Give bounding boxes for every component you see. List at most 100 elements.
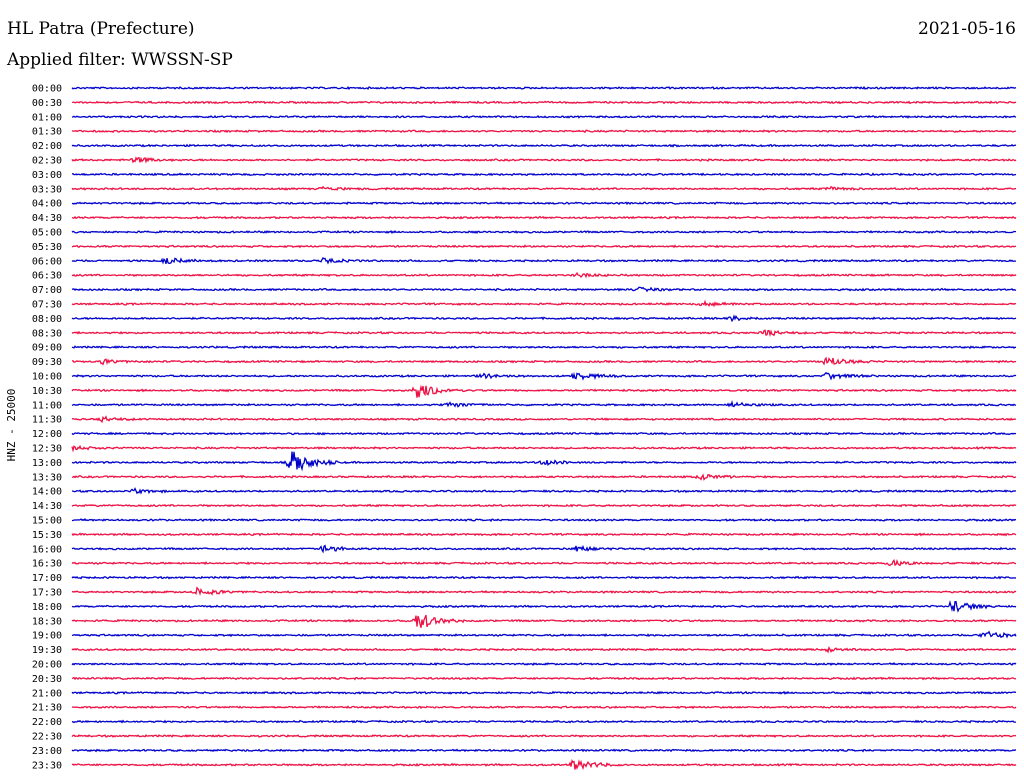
- seismic-trace: [71, 399, 1017, 408]
- seismic-trace: [71, 487, 1017, 495]
- seismic-trace: [71, 201, 1017, 206]
- row-time-label: 10:00: [32, 372, 62, 383]
- row-time-label: 09:00: [32, 343, 62, 354]
- row-time-label: 20:00: [32, 660, 62, 671]
- seismic-trace: [71, 444, 1017, 453]
- row-time-label: 13:30: [32, 472, 62, 483]
- row-time-label: 11:00: [32, 400, 62, 411]
- y-axis-label: HNZ - 25000: [5, 389, 18, 462]
- seismic-trace: [71, 256, 1017, 265]
- row-time-label: 21:00: [32, 688, 62, 699]
- row-time-label: 22:30: [32, 732, 62, 743]
- seismic-trace: [71, 345, 1017, 350]
- seismic-trace: [71, 299, 1017, 308]
- seismic-trace: [71, 662, 1017, 667]
- row-time-label: 10:30: [32, 386, 62, 397]
- row-time-label: 13:00: [32, 458, 62, 469]
- row-time-label: 23:00: [32, 746, 62, 757]
- row-time-label: 18:30: [32, 616, 62, 627]
- seismic-trace: [71, 415, 1017, 424]
- row-time-label: 17:00: [32, 573, 62, 584]
- seismic-trace: [71, 503, 1017, 508]
- seismic-trace: [71, 690, 1017, 695]
- row-time-label: 23:30: [32, 760, 62, 771]
- seismic-trace: [71, 473, 1017, 481]
- seismic-trace: [71, 371, 1017, 381]
- row-time-label: 05:30: [32, 242, 62, 253]
- seismic-trace: [71, 329, 1017, 338]
- row-time-label: 19:30: [32, 645, 62, 656]
- row-time-label: 16:00: [32, 544, 62, 555]
- seismic-trace: [71, 734, 1017, 738]
- row-time-label: 11:30: [32, 415, 62, 426]
- row-time-label: 00:30: [32, 98, 62, 109]
- seismic-trace: [71, 314, 1017, 323]
- seismic-trace: [71, 544, 1017, 554]
- row-time-label: 07:30: [32, 300, 62, 311]
- row-time-label: 02:00: [32, 141, 62, 152]
- seismic-trace: [71, 451, 1017, 472]
- row-time-label: 08:00: [32, 314, 62, 325]
- seismic-trace: [71, 518, 1017, 523]
- seismic-trace: [71, 271, 1017, 279]
- row-time-label: 14:30: [32, 501, 62, 512]
- row-time-label: 14:00: [32, 487, 62, 498]
- seismic-trace: [71, 244, 1017, 249]
- seismic-trace: [71, 143, 1017, 148]
- seismic-trace: [71, 614, 1017, 628]
- row-time-label: 15:00: [32, 516, 62, 527]
- row-time-label: 21:30: [32, 703, 62, 714]
- seismic-trace: [71, 286, 1017, 293]
- row-time-label: 01:00: [32, 112, 62, 123]
- seismic-trace: [71, 586, 1017, 597]
- seismic-trace: [71, 630, 1017, 639]
- row-time-label: 20:30: [32, 674, 62, 685]
- row-time-label: 03:30: [32, 184, 62, 195]
- seismic-trace: [71, 114, 1017, 119]
- row-time-label: 17:30: [32, 588, 62, 599]
- seismic-trace: [71, 705, 1017, 710]
- seismic-trace: [71, 384, 1017, 398]
- row-time-label: 05:00: [32, 228, 62, 239]
- seismic-trace: [71, 185, 1017, 191]
- row-time-label: 00:00: [32, 84, 62, 95]
- seismic-trace: [71, 172, 1017, 177]
- station-title: HL Patra (Prefecture): [7, 19, 195, 39]
- seismic-trace: [71, 129, 1017, 134]
- row-time-label: 09:30: [32, 357, 62, 368]
- seismic-trace: [71, 532, 1017, 537]
- seismic-trace: [71, 646, 1017, 654]
- row-time-label: 12:00: [32, 429, 62, 440]
- seismic-trace: [71, 215, 1017, 220]
- row-time-label: 03:00: [32, 170, 62, 181]
- seismic-trace: [71, 229, 1016, 235]
- row-time-label: 04:30: [32, 213, 62, 224]
- row-time-label: 18:00: [32, 602, 62, 613]
- seismic-trace: [71, 559, 1017, 567]
- row-time-label: 06:00: [32, 256, 62, 267]
- filter-label: Applied filter: WWSSN-SP: [7, 50, 233, 70]
- row-time-label: 04:00: [32, 199, 62, 210]
- seismic-trace: [71, 759, 1017, 771]
- seismic-trace: [71, 719, 1017, 724]
- row-time-label: 22:00: [32, 717, 62, 728]
- row-time-label: 07:00: [32, 285, 62, 296]
- row-time-label: 06:30: [32, 271, 62, 282]
- seismic-trace: [71, 156, 1017, 164]
- row-time-label: 16:30: [32, 559, 62, 570]
- row-time-label: 01:30: [32, 127, 62, 138]
- row-time-label: 08:30: [32, 328, 62, 339]
- seismic-trace: [71, 85, 1017, 91]
- seismic-trace: [71, 575, 1017, 580]
- seismic-trace: [71, 600, 1017, 613]
- row-time-label: 02:30: [32, 156, 62, 167]
- seismic-trace: [71, 356, 1017, 366]
- seismic-trace: [71, 748, 1017, 753]
- row-time-label: 12:30: [32, 444, 62, 455]
- seismic-trace: [71, 431, 1017, 436]
- row-time-label: 15:30: [32, 530, 62, 541]
- seismic-trace: [71, 100, 1017, 105]
- row-time-label: 19:00: [32, 631, 62, 642]
- date-label: 2021-05-16: [917, 19, 1016, 39]
